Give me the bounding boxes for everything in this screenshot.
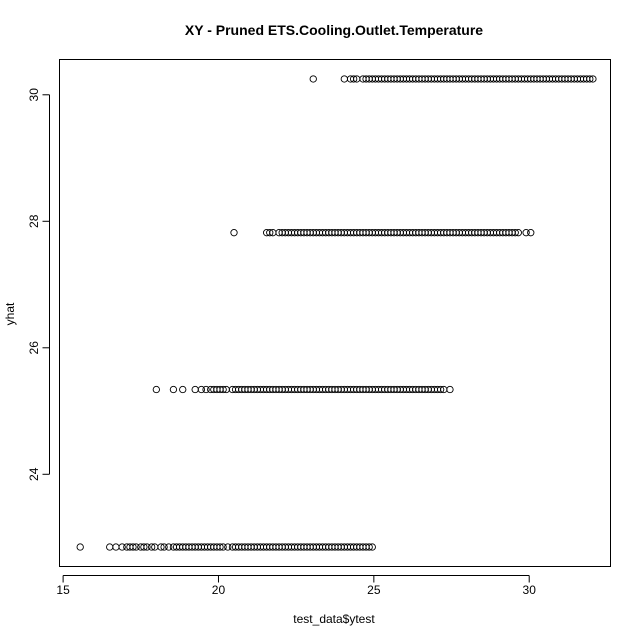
data-point [160,543,168,551]
data-point [140,543,148,551]
x-tick-label: 25 [367,583,381,597]
data-point [132,543,140,551]
data-point [230,229,238,237]
series-1 [230,229,535,237]
y-tick-label: 28 [27,214,41,228]
y-tick-label: 26 [27,341,41,355]
data-point [106,543,114,551]
data-point [514,229,522,237]
data-point [349,75,358,83]
x-tick-label: 20 [212,583,226,597]
data-point [148,543,156,551]
x-tick-label: 30 [523,583,537,597]
data-point [197,385,206,394]
data-point [511,229,519,237]
x-tick-label: 15 [56,583,70,597]
data-point [586,75,594,83]
series-2 [152,385,454,394]
y-axis: 24 26 28 30 [27,88,50,481]
data-point [157,543,165,551]
data-point [165,543,173,551]
data-point [266,229,274,237]
data-point [129,543,137,551]
data-point [112,543,120,551]
data-point [527,229,535,237]
x-axis: 15 20 25 30 [56,575,537,597]
data-point [202,385,210,394]
data-point [340,75,348,83]
data-point [216,543,224,551]
data-point [436,385,445,394]
data-point [224,543,232,551]
plot-area-frame [59,59,611,567]
data-point [143,543,151,551]
data-point [152,385,160,394]
y-tick-label: 24 [27,467,41,481]
data-point [522,229,530,237]
chart-title: XY - Pruned ETS.Cooling.Outlet.Temperatu… [185,22,483,38]
data-point [446,385,454,394]
data-point [309,75,317,83]
data-point [368,543,376,551]
data-point [365,543,373,551]
y-tick-label: 30 [27,88,41,102]
data-point [219,543,227,551]
data-point [219,385,227,394]
data-point [76,543,84,551]
data-point [191,385,199,394]
series-3 [76,543,376,551]
data-point [179,385,187,394]
data-point [169,385,178,394]
x-axis-label: test_data$ytest [293,612,375,626]
data-points [76,75,597,551]
data-point [589,75,597,83]
y-axis-label: yhat [3,302,17,325]
series-0 [309,75,597,83]
data-point [118,543,126,551]
